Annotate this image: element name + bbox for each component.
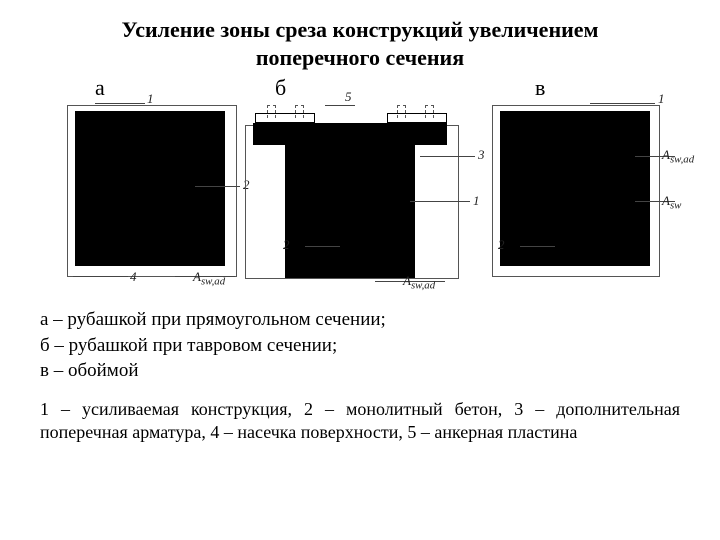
leader-b-5	[325, 105, 355, 106]
callout-a-1: 1	[147, 91, 154, 107]
legend-v: в – обоймой	[40, 358, 680, 384]
section-b-flange-right	[397, 123, 447, 145]
anchor-1	[267, 105, 276, 118]
diagram-row: 1 2 4 Asw,ad 5 3 1 2 Asw,ad	[0, 101, 720, 301]
callout-a-aswad: Asw,ad	[193, 269, 225, 288]
anchor-4	[425, 105, 434, 118]
leader-b-1	[410, 201, 470, 202]
callout-b-aswad-A: A	[403, 273, 411, 288]
legend-a: а – рубашкой при прямоугольном сечении;	[40, 307, 680, 333]
variant-labels-row: а б в	[0, 75, 720, 101]
callout-v-2: 2	[498, 237, 505, 253]
anchor-plate-left	[255, 113, 315, 123]
title-line-2: поперечного сечения	[256, 45, 464, 70]
callout-a-aswad-A: A	[193, 269, 201, 284]
anchor-plate-right	[387, 113, 447, 123]
leader-a-2	[195, 186, 240, 187]
panel-a: 1 2 4 Asw,ad	[75, 111, 225, 266]
callout-v-1: 1	[658, 91, 665, 107]
footnote: 1 – усиливаемая конструкция, 2 – монолит…	[0, 384, 720, 445]
leader-a-4	[73, 276, 128, 277]
section-b-flange-left	[253, 123, 303, 145]
callout-v-asw-A: A	[662, 193, 670, 208]
leader-v-2	[520, 246, 555, 247]
callout-b-2: 2	[283, 237, 290, 253]
panel-b: 5 3 1 2 Asw,ad	[285, 111, 415, 266]
legend-b: б – рубашкой при тавровом сечении;	[40, 333, 680, 359]
callout-v-aswad: Asw,ad	[662, 147, 694, 166]
callout-v-aswad-A: A	[662, 147, 670, 162]
section-a-block	[75, 111, 225, 266]
panel-v: 1 Asw,ad Asw 2	[500, 111, 650, 266]
variant-label-a: а	[95, 75, 105, 101]
anchor-2	[295, 105, 304, 118]
anchor-3	[397, 105, 406, 118]
callout-b-5: 5	[345, 89, 352, 105]
legend-block: а – рубашкой при прямоугольном сечении; …	[0, 301, 720, 384]
callout-a-4: 4	[130, 269, 137, 285]
title-line-1: Усиление зоны среза конструкций увеличен…	[121, 17, 598, 42]
leader-b-2	[305, 246, 340, 247]
callout-b-3: 3	[478, 147, 485, 163]
callout-v-aswad-sub: sw,ad	[670, 154, 694, 166]
callout-b-1: 1	[473, 193, 480, 209]
page-title: Усиление зоны среза конструкций увеличен…	[0, 0, 720, 75]
callout-b-aswad: Asw,ad	[403, 273, 435, 292]
variant-label-v: в	[535, 75, 545, 101]
callout-a-aswad-sub: sw,ad	[201, 276, 225, 288]
callout-v-asw-sub: sw	[670, 200, 681, 212]
callout-v-asw: Asw	[662, 193, 681, 212]
leader-b-3	[420, 156, 475, 157]
leader-a-1	[95, 103, 145, 104]
callout-b-aswad-sub: sw,ad	[411, 280, 435, 292]
leader-v-1	[590, 103, 655, 104]
variant-label-b: б	[275, 75, 286, 101]
section-v-block	[500, 111, 650, 266]
section-b-web	[285, 123, 415, 278]
